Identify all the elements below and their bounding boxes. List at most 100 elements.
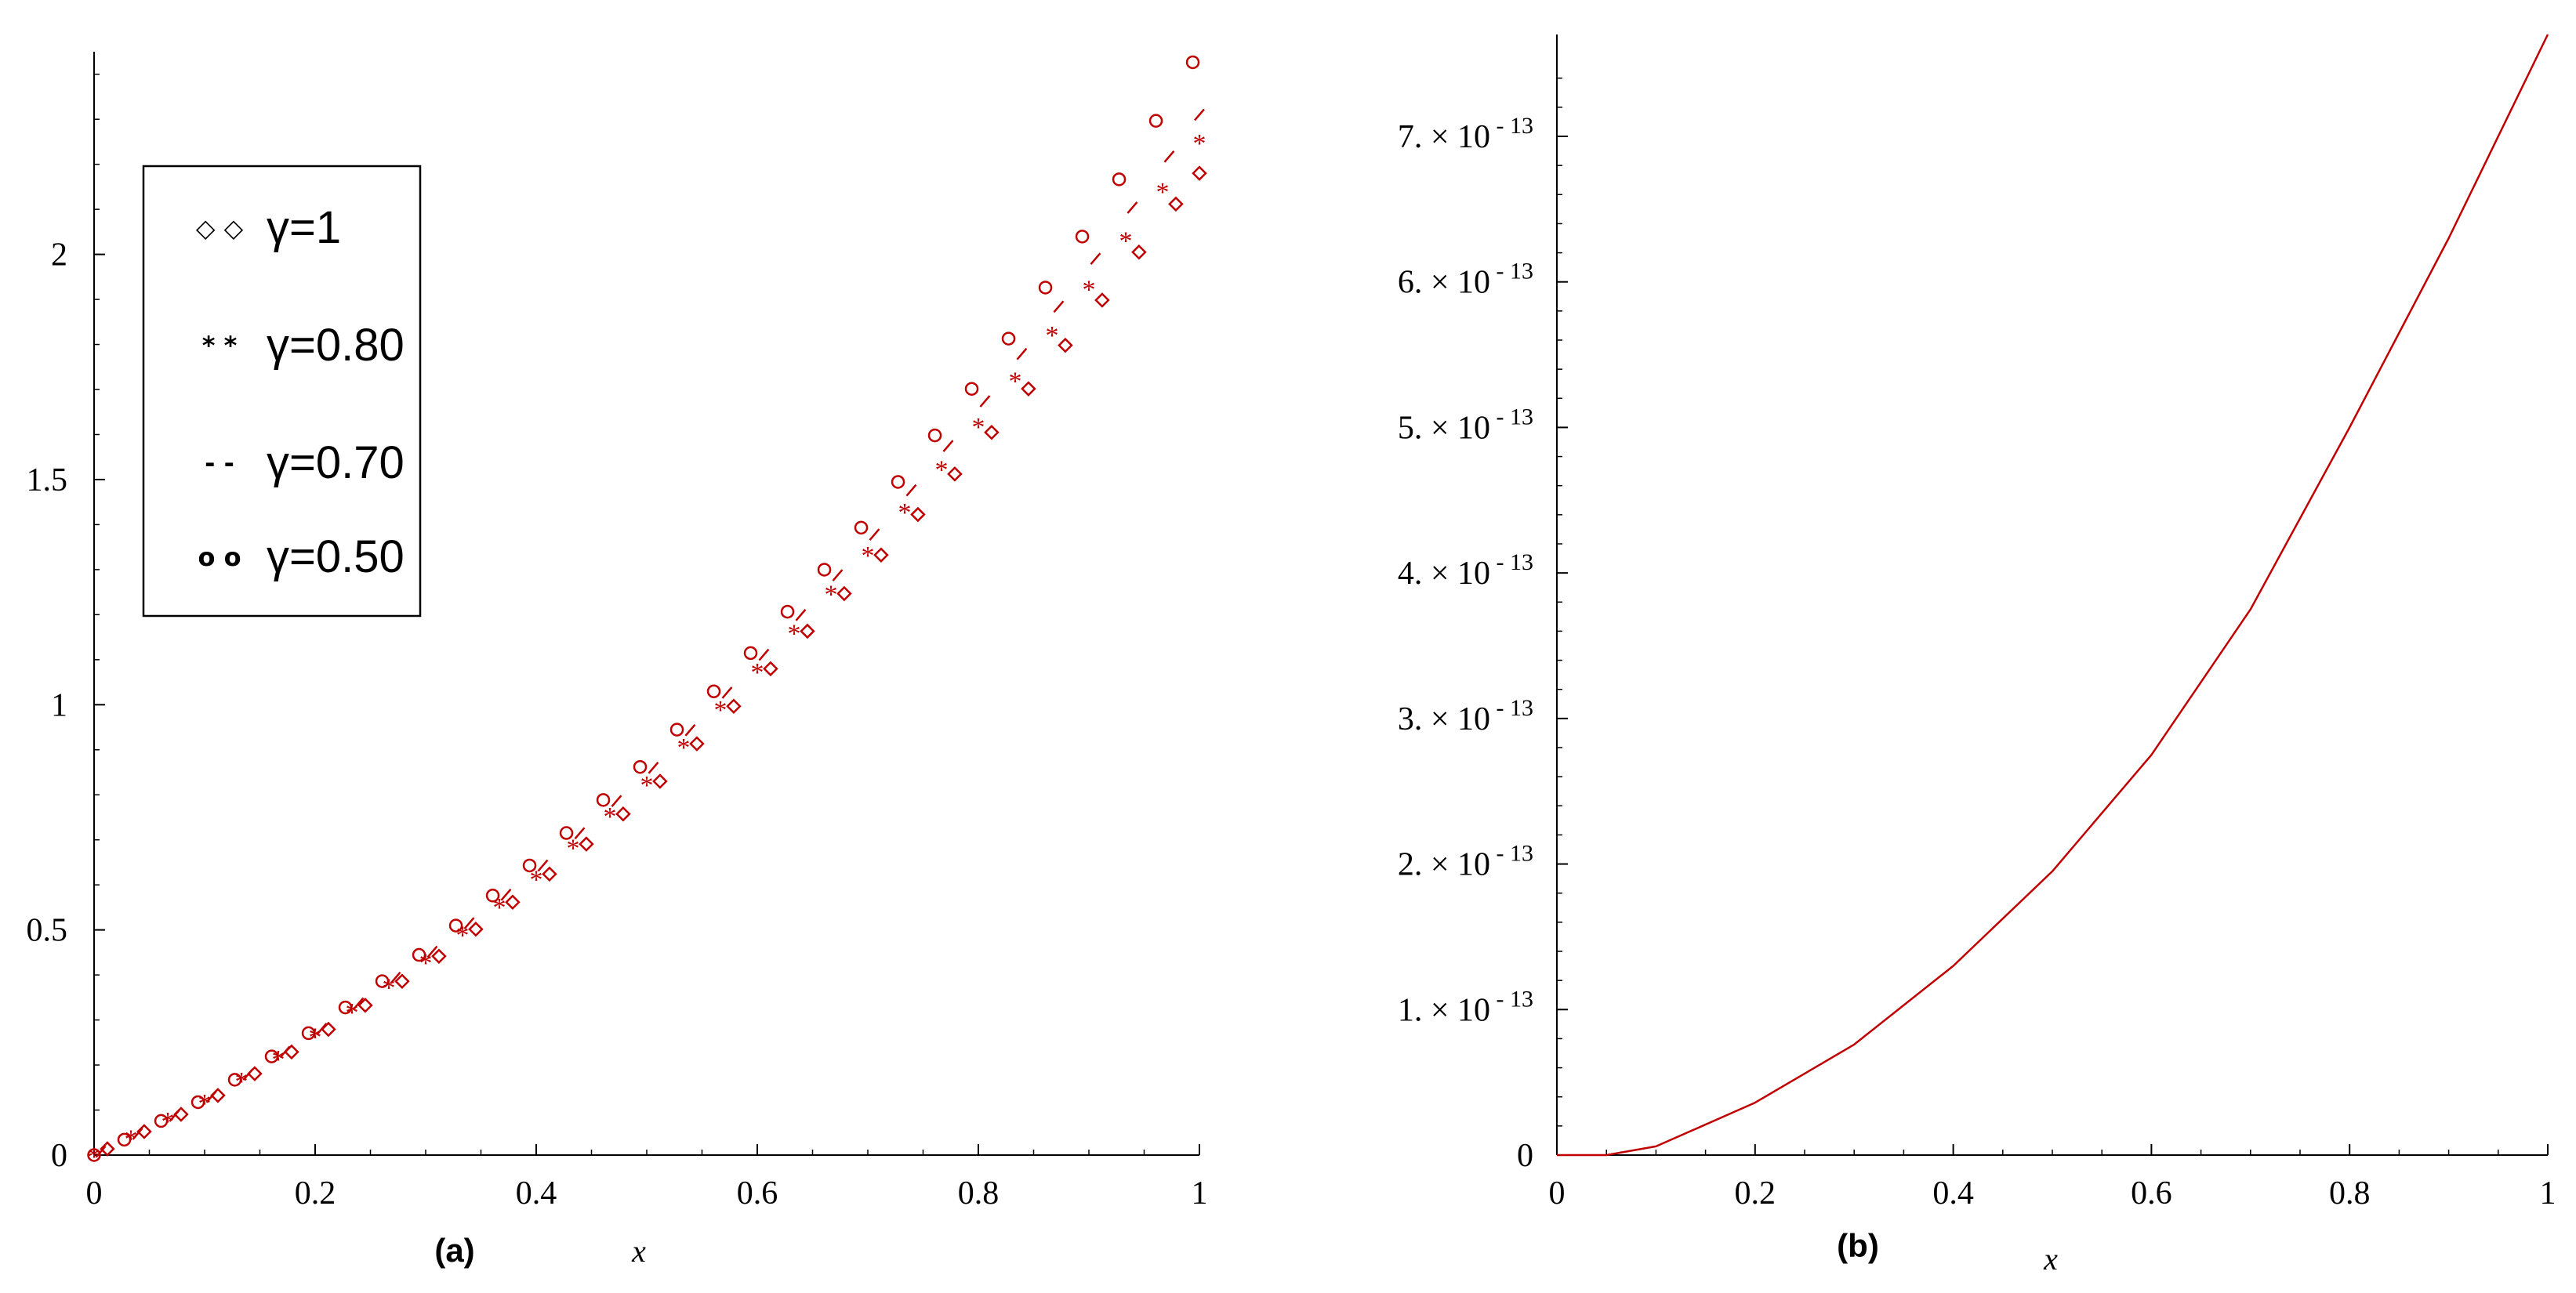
asterisk-point: * xyxy=(935,456,949,485)
circle-point xyxy=(227,1073,242,1087)
circle-point xyxy=(743,646,758,661)
dash-point xyxy=(905,484,917,497)
dash-point xyxy=(611,795,622,807)
x-tick-label: 1 xyxy=(1192,1175,1208,1212)
circle-point xyxy=(669,723,684,737)
circle-point xyxy=(338,1000,353,1015)
y-tick-label: 1. × 10 - 13 xyxy=(1398,986,1533,1028)
dash-point xyxy=(979,395,991,407)
dash-point xyxy=(758,648,770,661)
legend-label: γ=1 xyxy=(267,202,341,253)
legend-label: γ=0.80 xyxy=(267,320,405,371)
diamond-point xyxy=(1021,381,1036,397)
diamond-point xyxy=(284,1044,299,1060)
legend-label: γ=0.50 xyxy=(267,531,405,582)
dash-point xyxy=(132,1128,143,1140)
diamond-point xyxy=(542,866,557,882)
x-tick-label: 0.2 xyxy=(295,1175,336,1212)
asterisk-point: * xyxy=(677,733,691,762)
circle-point xyxy=(1038,281,1053,295)
circle-point xyxy=(891,475,905,489)
circle-point xyxy=(117,1132,132,1147)
y-tick-label: 1 xyxy=(51,687,67,723)
circle-point xyxy=(154,1114,169,1128)
series-line xyxy=(1557,34,2549,1157)
dash-point xyxy=(1127,201,1138,214)
diamond-point xyxy=(947,466,963,482)
circle-point xyxy=(633,759,648,774)
y-tick-label: 0 xyxy=(1517,1138,1533,1174)
diamond-point xyxy=(873,547,889,563)
asterisk-point: * xyxy=(640,771,654,800)
asterisk-point: * xyxy=(1046,321,1059,350)
legend-symbol: - - xyxy=(205,448,234,478)
legend-item: ◇ ◇ γ=1 xyxy=(196,202,341,253)
x-tick-label: 0.4 xyxy=(516,1175,557,1212)
circle-point xyxy=(964,382,979,396)
circle-point xyxy=(780,604,795,619)
diamond-point xyxy=(579,836,594,852)
dash-point xyxy=(353,997,365,1010)
legend-item: * * γ=0.80 xyxy=(202,320,405,371)
diamond-point xyxy=(652,773,668,789)
circle-point xyxy=(817,563,832,577)
diamond-point xyxy=(689,736,705,752)
y-tick-label: 0 xyxy=(51,1138,67,1174)
circle-point xyxy=(927,428,942,443)
asterisk-point: * xyxy=(1119,226,1133,255)
legend-label: γ=0.70 xyxy=(267,437,405,488)
x-tick-label: 0.4 xyxy=(1932,1175,1974,1212)
circle-point xyxy=(596,793,611,807)
circle-point xyxy=(1148,114,1163,128)
dash-point xyxy=(537,859,549,872)
asterisk-point: * xyxy=(1193,129,1206,158)
x-tick-label: 0.6 xyxy=(737,1175,778,1212)
circle-point xyxy=(1112,172,1127,187)
asterisk-point: * xyxy=(751,658,764,687)
circle-point xyxy=(522,858,537,873)
y-tick-label: 1.5 xyxy=(27,462,68,498)
series-circle xyxy=(87,55,1200,1162)
chart-panel-b: 0 0.2 0.4 0.6 0.8 1 0 1. × 10 - 13 2. × 10 - 13 3… xyxy=(1398,34,2556,1277)
dash-point xyxy=(1016,347,1028,360)
circle-point xyxy=(190,1095,205,1110)
legend: ◇ ◇ γ=1 * * γ=0.80 - - γ=0.70 o o γ=0.50 xyxy=(142,165,422,618)
series-dash xyxy=(95,108,1205,1158)
asterisk-point: * xyxy=(272,1045,285,1074)
asterisk-point: * xyxy=(604,802,617,831)
dash-point xyxy=(279,1045,291,1059)
y-tick-label: 6. × 10 - 13 xyxy=(1398,259,1533,301)
asterisk-point: * xyxy=(1009,368,1022,397)
diamond-point xyxy=(726,698,742,714)
circle-point xyxy=(706,684,721,698)
legend-symbol: ◇ ◇ xyxy=(196,213,244,243)
circle-point xyxy=(375,974,390,988)
dash-point xyxy=(1194,108,1205,121)
legend-symbol: o o xyxy=(198,542,241,572)
y-tick-label: 0.5 xyxy=(27,913,68,949)
circle-point xyxy=(264,1049,279,1063)
asterisk-point: * xyxy=(346,998,359,1027)
legend-item: - - γ=0.70 xyxy=(205,437,405,488)
diamond-point xyxy=(357,998,373,1013)
y-tick-label: 3. × 10 - 13 xyxy=(1398,695,1533,737)
asterisk-point: * xyxy=(825,581,838,610)
dash-point xyxy=(463,917,475,929)
y-tick-label: 4. × 10 - 13 xyxy=(1398,549,1533,592)
dash-point xyxy=(390,972,401,984)
dash-point xyxy=(1053,300,1065,313)
diamond-point xyxy=(800,623,815,639)
dash-point xyxy=(1090,252,1101,265)
panel-label: (b) xyxy=(1837,1227,1879,1264)
diamond-point xyxy=(984,424,1000,440)
diamond-point xyxy=(836,585,852,602)
diamond-point xyxy=(394,973,410,990)
x-tick-label: 0.2 xyxy=(1735,1175,1776,1212)
circle-point xyxy=(301,1026,316,1041)
asterisk-point: * xyxy=(1156,178,1170,207)
dash-point xyxy=(242,1068,254,1081)
x-tick-label: 0.8 xyxy=(2329,1175,2371,1212)
dash-point xyxy=(574,827,586,840)
circle-point xyxy=(559,826,574,840)
